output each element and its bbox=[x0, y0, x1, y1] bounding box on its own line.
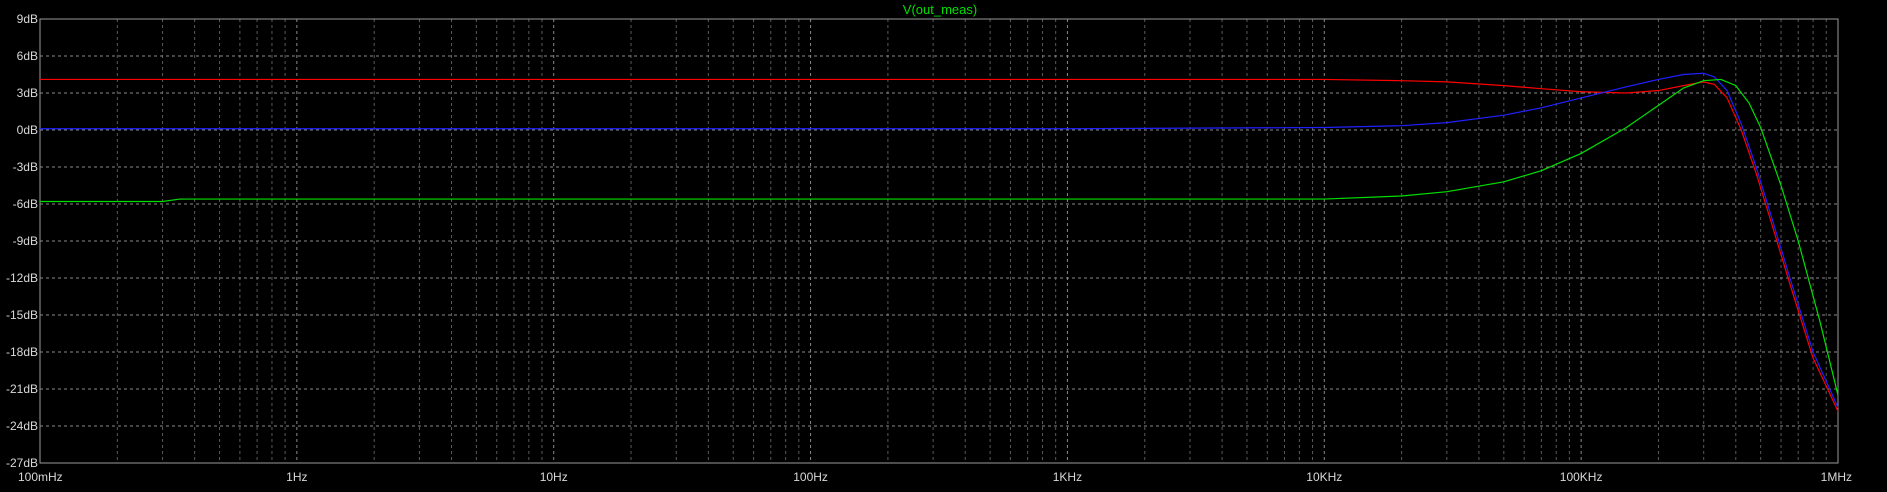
series-line-1[interactable] bbox=[40, 78, 1839, 412]
y-tick-label: -9dB bbox=[13, 234, 38, 248]
y-tick-label: -24dB bbox=[6, 419, 38, 433]
y-tick-label: -27dB bbox=[6, 456, 38, 470]
x-tick-label: 1KHz bbox=[1053, 470, 1082, 484]
plot-frame bbox=[39, 18, 1839, 464]
x-tick-label: 100Hz bbox=[793, 470, 828, 484]
x-tick-label: 1Hz bbox=[286, 470, 307, 484]
series-group bbox=[40, 72, 1839, 412]
y-tick-label: 6dB bbox=[17, 49, 38, 63]
series-line-2[interactable] bbox=[40, 72, 1839, 408]
y-tick-label: -15dB bbox=[6, 308, 38, 322]
y-tick-label: 9dB bbox=[17, 12, 38, 26]
y-tick-label: -18dB bbox=[6, 345, 38, 359]
y-tick-label: 3dB bbox=[17, 86, 38, 100]
series-line-3[interactable] bbox=[40, 78, 1839, 396]
x-tick-label: 10KHz bbox=[1306, 470, 1342, 484]
tick-labels: 9dB 6dB 3dB 0dB -3dB -6dB -9dB -12dB -15dB -18dB -… bbox=[6, 12, 1852, 484]
y-tick-label: -21dB bbox=[6, 382, 38, 396]
x-tick-label: 10Hz bbox=[540, 470, 568, 484]
chart-title[interactable]: V(out_meas) bbox=[903, 2, 977, 17]
x-tick-label: 100mHz bbox=[18, 470, 63, 484]
y-tick-label: -3dB bbox=[13, 160, 38, 174]
y-tick-label: 0dB bbox=[17, 123, 38, 137]
y-tick-label: -6dB bbox=[13, 197, 38, 211]
x-tick-label: 100KHz bbox=[1560, 470, 1603, 484]
y-tick-label: -12dB bbox=[6, 271, 38, 285]
x-tick-label: 1MHz bbox=[1821, 470, 1852, 484]
axes bbox=[39, 18, 1839, 464]
